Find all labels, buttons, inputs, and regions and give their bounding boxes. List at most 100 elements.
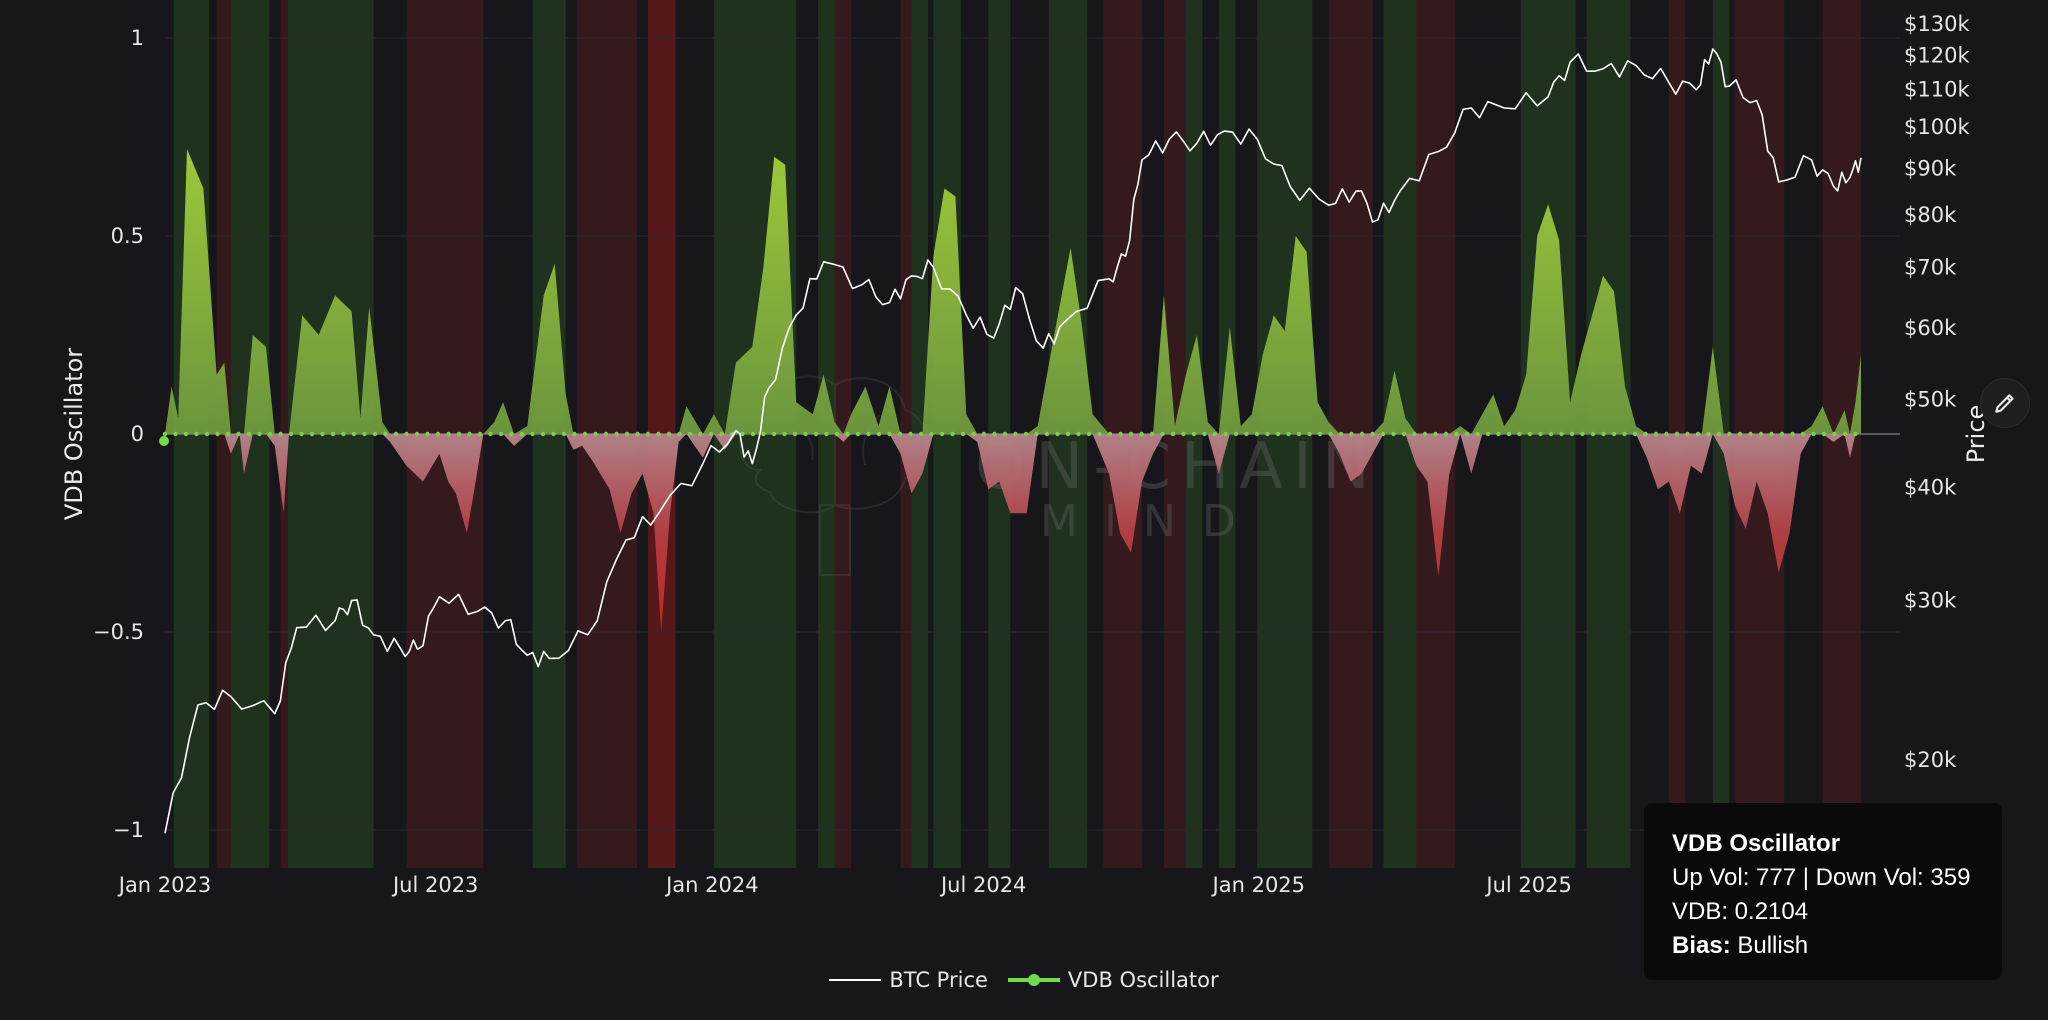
oscillator-zero-point [593, 431, 598, 437]
oscillator-zero-point [257, 431, 262, 437]
oscillator-zero-point [1811, 431, 1816, 437]
oscillator-zero-point [1716, 431, 1722, 437]
oscillator-zero-point [750, 431, 756, 437]
oscillator-zero-point [866, 431, 871, 437]
oscillator-zero-point [1559, 431, 1564, 437]
oscillator-zero-point [740, 431, 745, 437]
oscillator-zero-point [950, 431, 955, 437]
oscillator-zero-point [1800, 431, 1806, 437]
oscillator-zero-point [939, 431, 945, 437]
oscillator-zero-point [792, 431, 798, 437]
oscillator-zero-point [1538, 431, 1543, 437]
oscillator-zero-point [267, 431, 273, 437]
oscillator-zero-point [1422, 431, 1428, 437]
oscillator-zero-point [1328, 431, 1333, 437]
oscillator-zero-point [908, 431, 913, 437]
oscillator-zero-point [1286, 431, 1291, 437]
legend-item-vdb-oscillator[interactable]: VDB Oscillator [1007, 968, 1219, 992]
oscillator-zero-point [677, 431, 682, 437]
oscillator-zero-point [1370, 431, 1375, 437]
oscillator-zero-point [320, 431, 325, 437]
oscillator-zero-point [1149, 431, 1155, 437]
oscillator-zero-point [635, 431, 640, 437]
oscillator-zero-point [194, 431, 199, 437]
oscillator-zero-point [614, 431, 619, 437]
oscillator-zero-point [918, 431, 924, 437]
oscillator-zero-point [824, 431, 829, 437]
oscillator-zero-point [1506, 431, 1512, 437]
oscillator-zero-point [1181, 431, 1186, 437]
tooltip-bias: Bias: Bullish [1672, 929, 1974, 963]
oscillator-zero-point [1842, 431, 1848, 437]
oscillator-zero-point [666, 431, 672, 437]
oscillator-zero-point [813, 431, 819, 437]
oscillator-zero-point [1475, 431, 1480, 437]
oscillator-zero-point [782, 431, 787, 437]
oscillator-zero-point [1611, 431, 1617, 437]
oscillator-zero-point [1569, 431, 1575, 437]
oscillator-zero-point [1055, 431, 1060, 437]
y-right-tick-label: $120k [1904, 43, 1970, 67]
tooltip: VDB Oscillator Up Vol: 777 | Down Vol: 3… [1644, 803, 2002, 980]
oscillator-zero-point [708, 431, 714, 437]
oscillator-start-point [159, 436, 169, 446]
oscillator-zero-point [425, 431, 430, 437]
oscillator-zero-point [246, 431, 252, 437]
oscillator-zero-point [488, 431, 493, 437]
oscillator-zero-point [1160, 431, 1165, 437]
legend-item-btc-price[interactable]: BTC Price [829, 968, 988, 992]
tooltip-volumes: Up Vol: 777 | Down Vol: 359 [1672, 864, 1971, 891]
oscillator-zero-point [278, 431, 283, 437]
oscillator-zero-point [309, 431, 315, 437]
oscillator-zero-point [1769, 431, 1774, 437]
btc-price-line [164, 48, 1862, 834]
oscillator-zero-point [698, 431, 703, 437]
oscillator-zero-point [1748, 431, 1753, 437]
oscillator-zero-point [1244, 431, 1249, 437]
oscillator-zero-point [1223, 431, 1228, 437]
oscillator-zero-point [435, 431, 441, 437]
oscillator-zero-point [162, 431, 168, 437]
oscillator-zero-point [498, 431, 504, 437]
y-right-tick-label: $130k [1904, 12, 1970, 36]
oscillator-zero-point [519, 431, 525, 437]
oscillator-zero-point [761, 431, 766, 437]
oscillator-zero-point [1653, 431, 1659, 437]
oscillator-zero-point [1023, 431, 1029, 437]
x-tick-label: Jul 2024 [939, 873, 1026, 897]
oscillator-zero-point [1758, 431, 1764, 437]
oscillator-zero-point [1632, 431, 1638, 437]
legend: BTC Price VDB Oscillator [0, 968, 2048, 992]
oscillator-zero-point [1433, 431, 1438, 437]
oscillator-zero-point [383, 431, 388, 437]
oscillator-zero-point [1349, 431, 1354, 437]
oscillator-zero-point [1139, 431, 1144, 437]
oscillator-zero-point [992, 431, 997, 437]
x-tick-label: Jan 2023 [117, 873, 212, 897]
oscillator-zero-point [1296, 431, 1302, 437]
oscillator-zero-point [1097, 431, 1102, 437]
y-right-tick-label: $80k [1904, 203, 1957, 227]
oscillator-zero-point [456, 431, 462, 437]
oscillator-zero-point [1412, 431, 1417, 437]
oscillator-zero-point [1853, 431, 1858, 437]
oscillator-zero-point [1128, 431, 1134, 437]
oscillator-zero-point [876, 431, 882, 437]
oscillator-zero-point [330, 431, 336, 437]
oscillator-zero-point [1601, 431, 1606, 437]
oscillator-zero-point [1485, 431, 1491, 437]
oscillator-zero-point [1706, 431, 1711, 437]
y-right-tick-label: $110k [1904, 78, 1970, 102]
x-tick-label: Jul 2023 [391, 873, 478, 897]
oscillator-zero-point [845, 431, 850, 437]
oscillator-zero-point [1202, 431, 1207, 437]
oscillator-zero-point [509, 431, 514, 437]
oscillator-zero-point [1832, 431, 1837, 437]
oscillator-zero-point [1643, 431, 1648, 437]
tooltip-bias-label: Bias: [1672, 932, 1731, 959]
oscillator-zero-point [1191, 431, 1197, 437]
oscillator-zero-point [183, 431, 189, 437]
edit-button[interactable] [1980, 378, 2030, 428]
oscillator-zero-point [1527, 431, 1533, 437]
x-tick-label: Jul 2025 [1484, 873, 1571, 897]
